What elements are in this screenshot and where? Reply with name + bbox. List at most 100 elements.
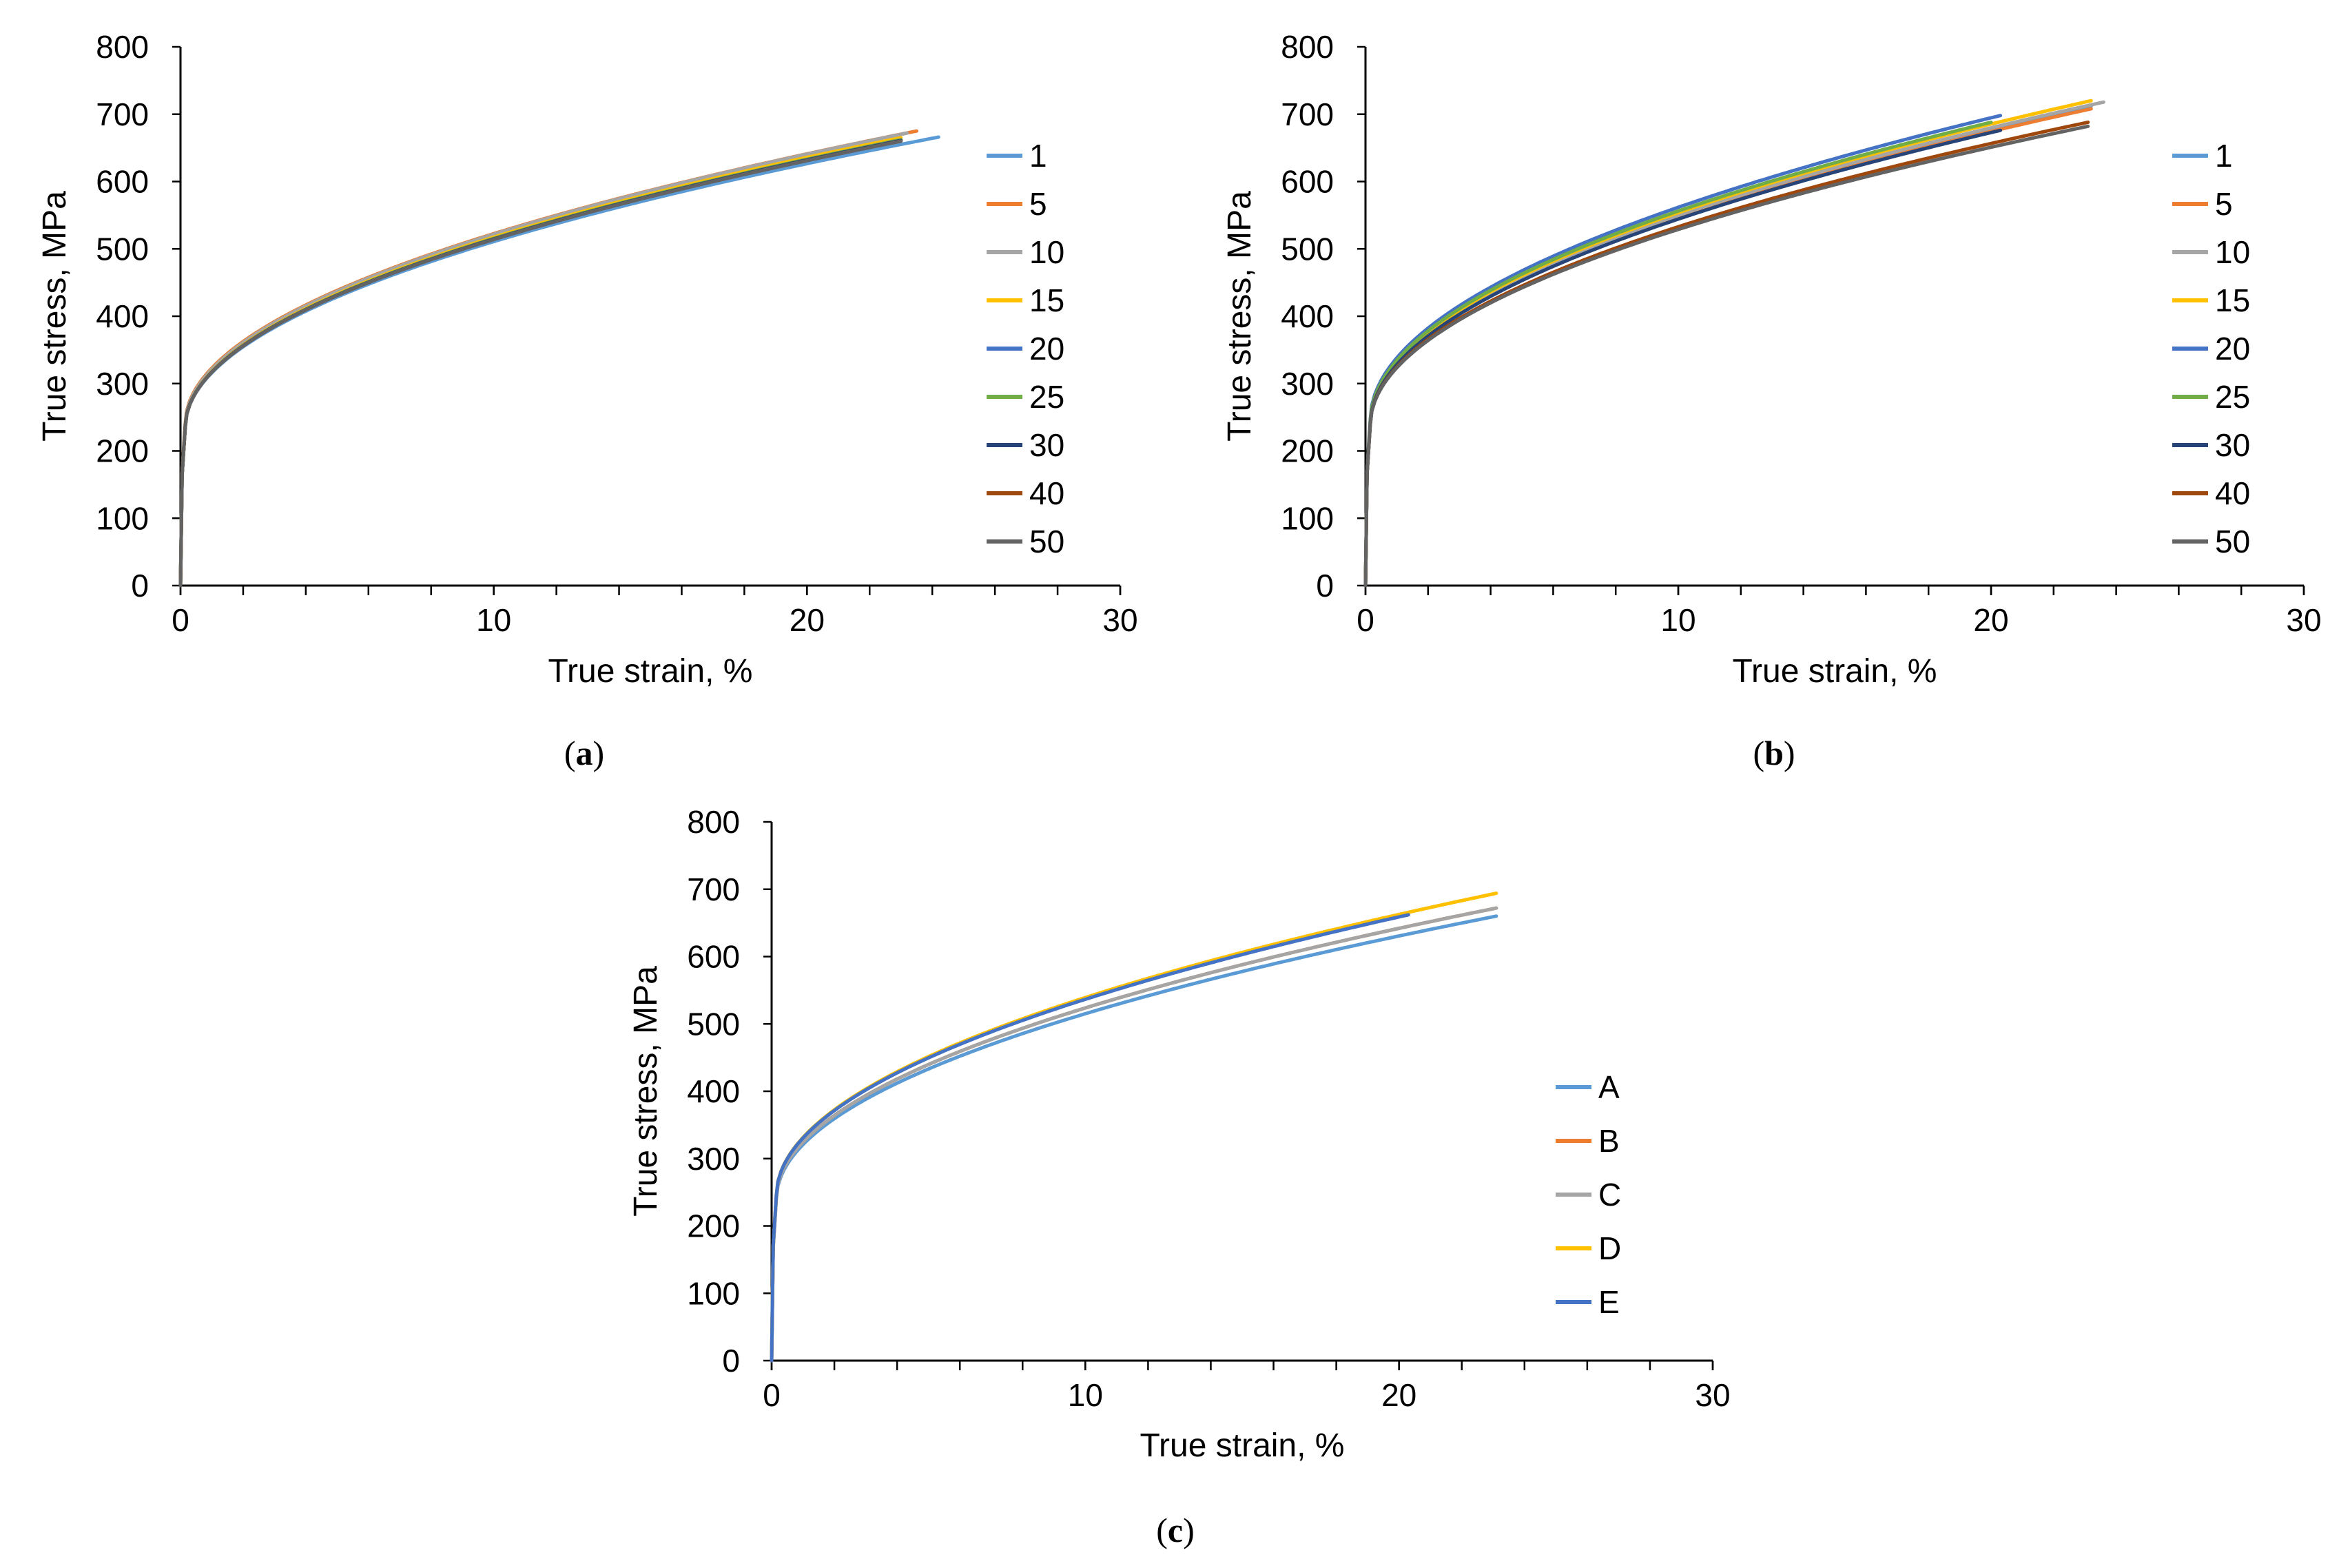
y-tick-label: 0 [722,1343,740,1379]
series-line-20 [1363,114,2003,588]
chart-c-x-axis: 0 10 20 30 [763,1359,1731,1413]
legend-label-30: 30 [1029,427,1064,463]
caption-c-close: ) [1183,1511,1195,1549]
y-tick-label: 300 [1281,366,1334,402]
legend-label-E: E [1598,1284,1620,1320]
legend-label-20: 20 [2215,331,2250,367]
x-tick-label: 30 [2286,602,2321,638]
caption-a-close: ) [593,734,605,772]
y-tick-label: 300 [96,366,149,402]
chart-b-series [1363,99,2105,588]
chart-c-x-axis-label: True strain, % [1140,1427,1345,1464]
caption-b-close: ) [1784,734,1795,772]
y-tick-label: 400 [1281,298,1334,334]
legend-label-A: A [1598,1069,1620,1105]
y-tick-label: 500 [1281,231,1334,267]
series-line-50 [178,139,903,588]
x-tick-label: 20 [1973,602,2008,638]
y-tick-label: 500 [687,1006,740,1042]
legend-label-15: 15 [2215,282,2250,318]
chart-c-series [770,891,1498,1363]
chart-b-x-axis-label: True strain, % [1733,653,1937,690]
y-tick-label: 600 [1281,164,1334,200]
caption-c-open: ( [1156,1511,1168,1549]
chart-b-y-axis: 0 100 200 300 400 500 600 700 800 [1281,29,1367,604]
legend-label-25: 25 [1029,379,1064,415]
y-tick-label: 800 [96,29,149,65]
caption-b-open: ( [1753,734,1764,772]
y-tick-label: 300 [687,1141,740,1177]
y-tick-label: 500 [96,231,149,267]
chart-a-y-axis-label: True stress, MPa [37,191,73,442]
legend-label-50: 50 [1029,524,1064,559]
caption-a: (a) [564,734,604,772]
legend-label-15: 15 [1029,282,1064,318]
series-line-25 [1363,121,1993,588]
legend-label-30: 30 [2215,427,2250,463]
legend-label-D: D [1598,1230,1621,1266]
chart-b-y-axis-label: True stress, MPa [1222,191,1258,442]
legend-label-1: 1 [1029,138,1047,174]
x-tick-label: 10 [1660,602,1695,638]
series-line-E [770,913,1410,1363]
legend-label-20: 20 [1029,331,1064,367]
legend-label-40: 40 [2215,475,2250,511]
chart-a-x-axis-label: True strain, % [548,653,753,690]
legend-label-40: 40 [1029,475,1064,511]
legend-label-C: C [1598,1177,1621,1213]
x-tick-label: 0 [763,1377,781,1413]
caption-a-letter: a [576,734,593,772]
series-line-50 [1363,124,2090,588]
caption-b-letter: b [1764,734,1784,772]
caption-c-letter: c [1168,1511,1183,1549]
x-tick-label: 10 [1068,1377,1103,1413]
y-tick-label: 0 [131,568,149,604]
legend-label-5: 5 [1029,186,1047,222]
legend-label-25: 25 [2215,379,2250,415]
y-tick-label: 100 [687,1275,740,1311]
series-line-A [770,914,1498,1363]
y-tick-label: 600 [96,164,149,200]
x-tick-label: 20 [1381,1377,1416,1413]
x-tick-label: 20 [790,602,825,638]
y-tick-label: 700 [687,871,740,907]
series-line-10 [178,131,909,588]
y-tick-label: 400 [96,298,149,334]
x-tick-label: 0 [1357,602,1374,638]
y-tick-label: 200 [1281,433,1334,469]
legend-label-10: 10 [2215,234,2250,270]
x-tick-label: 10 [476,602,511,638]
y-tick-label: 400 [687,1073,740,1109]
chart-a-y-axis: 0 100 200 300 400 500 600 700 800 [96,29,182,604]
legend-label-1: 1 [2215,138,2233,174]
chart-a-x-axis: 0 10 20 30 [172,584,1138,638]
chart-b-x-axis: 0 10 20 30 [1357,584,2322,638]
x-tick-label: 0 [172,602,189,638]
y-tick-label: 0 [1316,568,1334,604]
caption-c: (c) [1156,1511,1195,1549]
caption-a-open: ( [564,734,576,772]
series-line-30 [1363,128,2003,588]
caption-b: (b) [1753,734,1795,772]
y-tick-label: 700 [96,96,149,132]
y-tick-label: 600 [687,939,740,975]
x-tick-label: 30 [1102,602,1137,638]
y-tick-label: 100 [1281,500,1334,536]
y-tick-label: 700 [1281,96,1334,132]
chart-a-series [178,129,940,588]
series-line-C [770,906,1498,1363]
y-tick-label: 800 [687,804,740,840]
legend-label-B: B [1598,1123,1620,1159]
legend-label-5: 5 [2215,186,2233,222]
y-tick-label: 100 [96,500,149,536]
legend-label-50: 50 [2215,524,2250,559]
y-tick-label: 800 [1281,29,1334,65]
chart-c-y-axis-label: True stress, MPa [628,966,664,1217]
